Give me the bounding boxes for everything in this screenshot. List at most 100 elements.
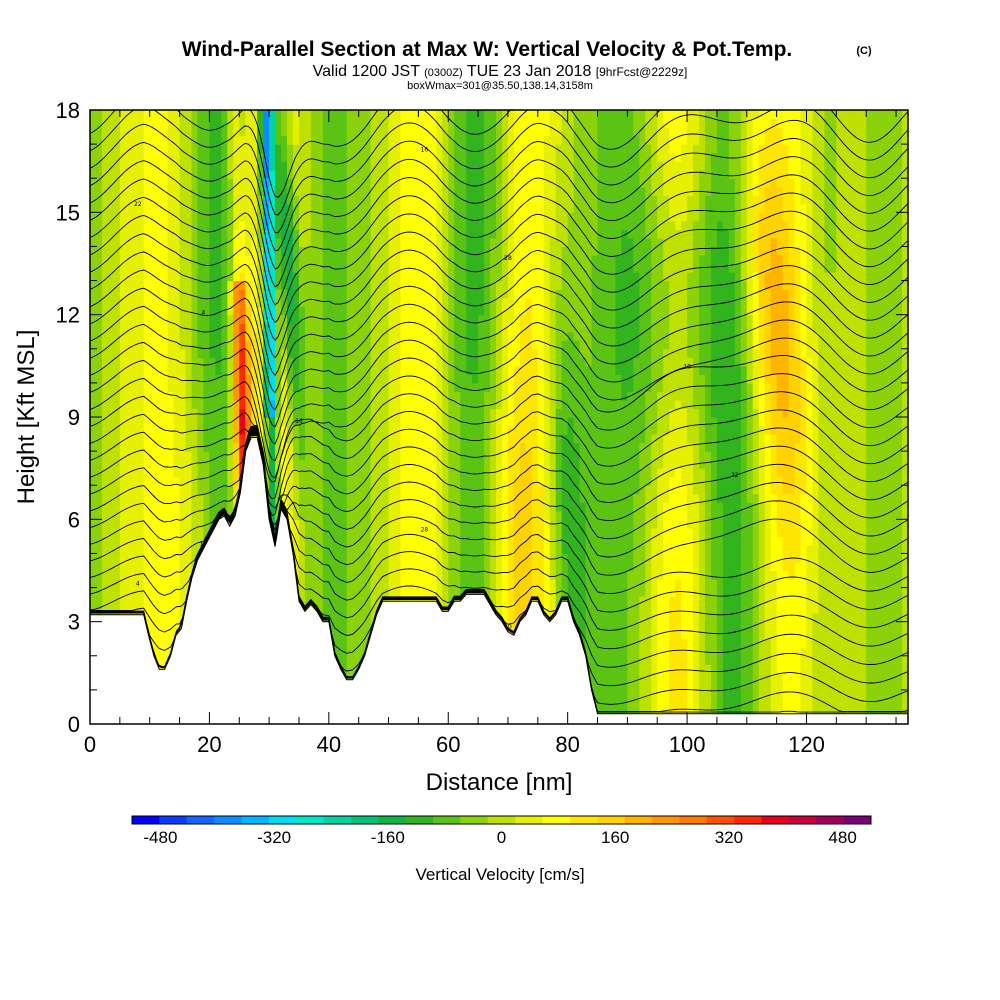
velocity-cell [227, 263, 234, 273]
velocity-cell [107, 519, 115, 529]
velocity-cell [269, 280, 276, 290]
velocity-cell [418, 434, 425, 444]
velocity-cell [382, 442, 390, 452]
velocity-cell [101, 451, 109, 461]
velocity-cell [167, 229, 175, 239]
velocity-cell [173, 178, 181, 188]
velocity-cell [293, 425, 300, 435]
velocity-cell [376, 417, 384, 427]
velocity-cell [490, 493, 497, 503]
velocity-cell [484, 553, 491, 563]
velocity-cell [101, 442, 109, 452]
velocity-cell [113, 502, 121, 512]
velocity-cell [400, 451, 408, 461]
velocity-cell [137, 596, 145, 606]
velocity-cell [418, 289, 425, 299]
velocity-cell [406, 365, 414, 375]
velocity-cell [251, 280, 258, 290]
velocity-cell [107, 382, 115, 393]
velocity-cell [310, 203, 318, 213]
velocity-cell [125, 579, 133, 589]
velocity-cell [215, 442, 222, 452]
velocity-cell [460, 365, 467, 375]
velocity-cell [394, 485, 402, 495]
velocity-cell [412, 510, 419, 520]
velocity-cell [364, 297, 372, 307]
velocity-cell [119, 391, 127, 401]
velocity-cell [478, 442, 485, 452]
velocity-cell [334, 169, 342, 179]
velocity-cell [490, 280, 497, 290]
velocity-cell [179, 152, 187, 162]
velocity-cell [155, 340, 163, 350]
velocity-cell [197, 451, 205, 461]
velocity-cell [412, 220, 419, 230]
velocity-cell [221, 451, 228, 461]
velocity-cell [394, 468, 402, 478]
velocity-cell [197, 527, 205, 537]
velocity-cell [340, 553, 348, 563]
velocity-cell [382, 365, 390, 375]
velocity-cell [340, 314, 348, 324]
velocity-cell [352, 229, 360, 239]
velocity-cell [448, 263, 455, 273]
velocity-cell [215, 178, 222, 188]
velocity-cell [143, 357, 151, 367]
velocity-cell [316, 510, 324, 520]
velocity-cell [293, 434, 300, 444]
velocity-cell [406, 127, 414, 137]
velocity-cell [161, 630, 169, 640]
velocity-cell [113, 536, 121, 546]
velocity-cell [448, 519, 455, 529]
velocity-cell [263, 425, 270, 435]
velocity-cell [322, 425, 330, 435]
velocity-cell [472, 434, 479, 444]
velocity-cell [328, 434, 336, 444]
velocity-cell [346, 246, 354, 256]
velocity-cell [310, 272, 318, 282]
velocity-cell [430, 135, 437, 145]
velocity-cell [173, 442, 181, 452]
velocity-cell [382, 169, 390, 179]
velocity-cell [113, 442, 121, 452]
velocity-cell [382, 246, 390, 256]
velocity-cell [191, 391, 199, 401]
velocity-cell [472, 237, 479, 248]
velocity-cell [173, 246, 181, 256]
velocity-cell [155, 493, 163, 503]
velocity-cell [155, 647, 163, 657]
velocity-cell [442, 442, 449, 452]
velocity-cell [149, 621, 157, 631]
velocity-cell [227, 340, 234, 350]
velocity-cell [472, 272, 479, 282]
velocity-cell [293, 246, 300, 256]
velocity-cell [376, 135, 384, 145]
velocity-cell [328, 604, 336, 614]
velocity-cell [137, 195, 145, 205]
velocity-cell [173, 468, 181, 478]
velocity-cell [257, 237, 264, 248]
velocity-cell [388, 468, 396, 478]
velocity-cell [340, 110, 348, 120]
velocity-cell [155, 655, 163, 665]
velocity-cell [215, 212, 222, 222]
velocity-cell [364, 630, 372, 640]
velocity-cell [119, 468, 127, 478]
velocity-cell [358, 570, 366, 580]
velocity-cell [173, 434, 181, 444]
velocity-cell [352, 561, 360, 572]
velocity-cell [442, 152, 449, 162]
velocity-cell [436, 399, 443, 410]
velocity-cell [454, 570, 461, 580]
velocity-cell [334, 382, 342, 393]
velocity-cell [496, 553, 503, 563]
velocity-cell [281, 340, 288, 350]
velocity-cell [364, 434, 372, 444]
velocity-cell [346, 297, 354, 307]
velocity-cell [125, 442, 133, 452]
velocity-cell [113, 510, 121, 520]
velocity-cell [119, 144, 127, 154]
velocity-cell [388, 579, 396, 589]
velocity-cell [239, 135, 246, 145]
velocity-cell [119, 229, 127, 239]
